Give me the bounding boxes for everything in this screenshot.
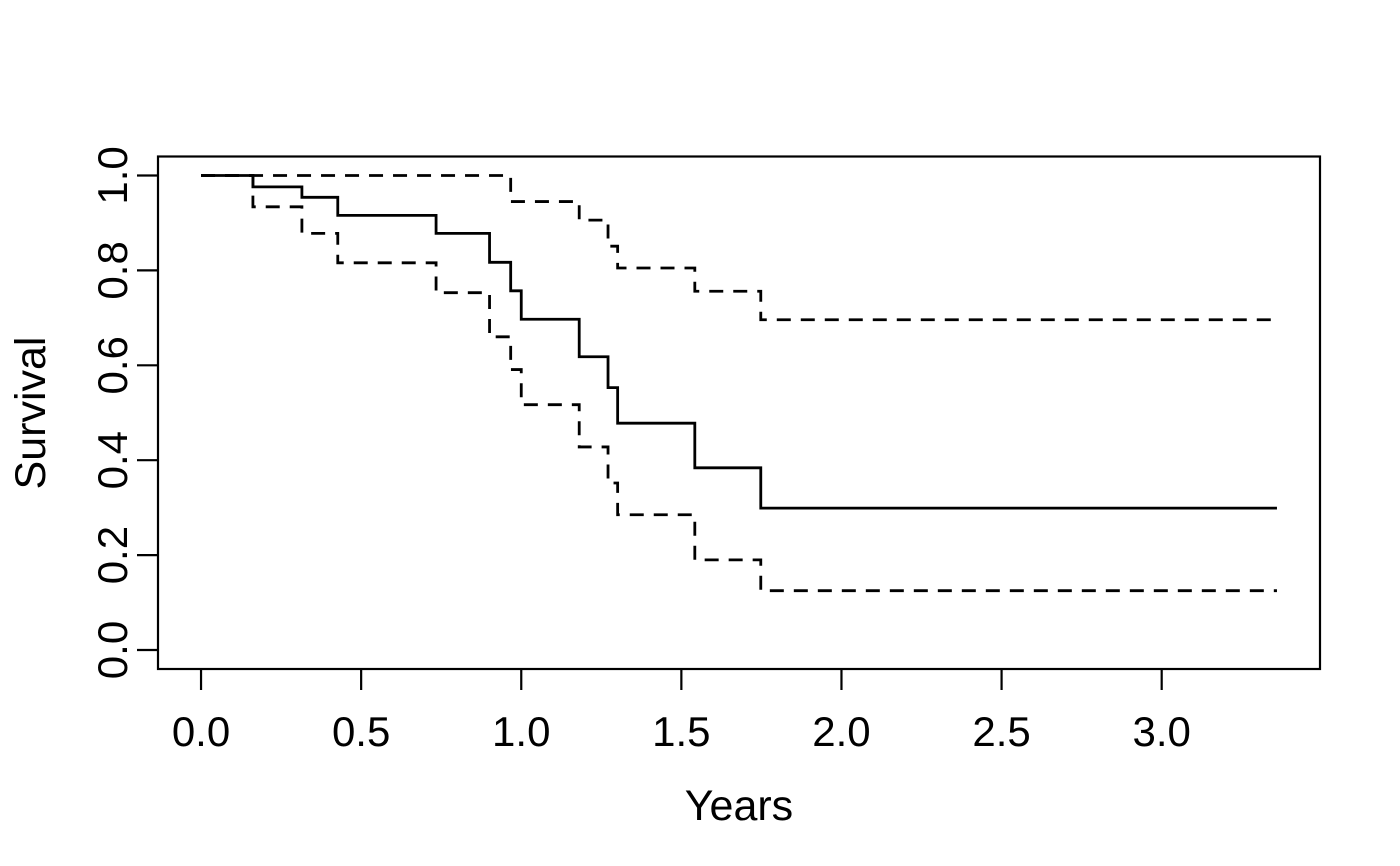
km-estimate-curve — [201, 174, 1277, 510]
x-tick-label: 2.0 — [812, 708, 870, 755]
x-tick-label: 2.5 — [972, 708, 1030, 755]
upper-95ci-curve — [201, 174, 1277, 322]
y-tick-label: 0.4 — [89, 431, 136, 489]
x-tick-label: 3.0 — [1132, 708, 1190, 755]
x-tick-label: 1.0 — [492, 708, 550, 755]
y-tick-label: 0.2 — [89, 526, 136, 584]
x-tick-label: 1.5 — [652, 708, 710, 755]
x-tick-label: 0.0 — [172, 708, 230, 755]
x-axis-label: Years — [685, 782, 793, 830]
y-tick-label: 0.0 — [89, 621, 136, 679]
plot-frame — [156, 155, 1322, 671]
x-tick-label: 0.5 — [332, 708, 390, 755]
lower-95ci-curve — [201, 174, 1277, 593]
axes-layer: 0.0 0.5 1.0 1.5 2.0 2.5 3.0 0.0 0.2 0.4 0.6 0.8 1.0 — [89, 146, 1322, 755]
y-tick-label: 0.6 — [89, 336, 136, 394]
y-axis-label: Survival — [7, 337, 55, 490]
y-tick-label: 0.8 — [89, 241, 136, 299]
y-tick-label: 1.0 — [89, 146, 136, 204]
curves-layer — [201, 174, 1277, 593]
